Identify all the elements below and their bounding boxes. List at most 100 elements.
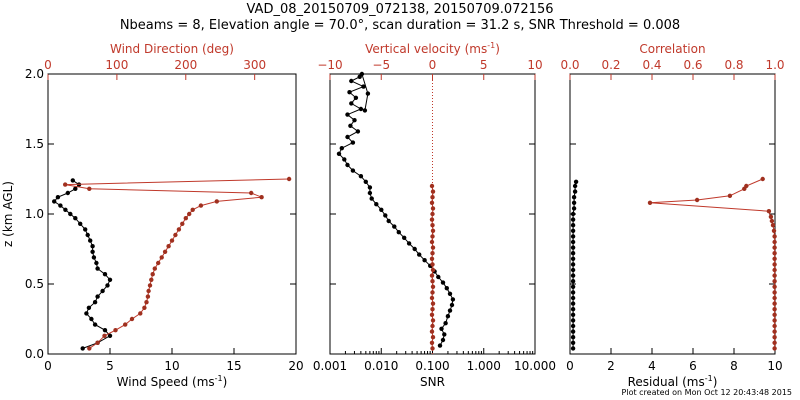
residual-residual-point [570,295,576,301]
snr-snr-point [443,321,448,326]
snr-snr-point [442,332,447,337]
wind-wind-direction-point [113,328,118,333]
snr-top-tick-label: −5 [372,58,390,72]
snr-snr-point [352,118,357,123]
snr-vertical-velocity-point [430,223,435,228]
wind-wind-direction-point [159,255,164,260]
snr-snr-point [402,235,407,240]
residual-bottom-axis-label-end: ) [713,375,718,389]
wind-wind-direction-point [198,203,204,208]
snr-top-axis-label-text: Vertical velocity (ms [365,42,487,56]
snr-snr-point [367,190,373,196]
residual-top-axis-label: Correlation [639,42,705,56]
wind-wind-direction-point [173,232,178,238]
snr-vertical-velocity-point [429,329,435,334]
residual-correlation-point [772,239,777,245]
wind-wind-speed-point [91,255,97,260]
wind-top-tick-label: 0 [44,58,52,72]
snr-snr-point [422,258,427,263]
residual-correlation-point [772,284,777,289]
wind-wind-speed-point [102,272,108,277]
snr-vertical-velocity-point [429,273,435,278]
wind-wind-direction-point [286,176,292,182]
wind-bottom-tick-label: 15 [226,359,241,373]
residual-correlation-point [772,335,777,340]
wind-wind-direction-line [65,178,290,349]
residual-residual-point [570,312,576,317]
wind-top-axis-label-text: Wind Direction (deg) [110,42,234,56]
snr-snr-point [386,218,391,224]
residual-bottom-tick-label: 6 [689,359,697,373]
residual-correlation-point [772,329,777,334]
wind-wind-direction-point [145,294,151,299]
snr-vertical-velocity-point [430,262,435,267]
wind-wind-speed-point [58,203,63,208]
snr-snr-point [362,108,368,113]
snr-vertical-velocity-point [430,290,435,295]
wind-wind-direction-point [146,288,151,294]
snr-snr-point [440,280,446,285]
wind-bottom-tick-label: 5 [106,359,114,373]
residual-residual-point [570,301,576,306]
wind-wind-speed-point [95,266,100,271]
wind-bottom-tick-label: 20 [288,359,303,373]
residual-residual-point [570,346,576,351]
wind-wind-direction-point [138,311,143,316]
wind-wind-direction-point [95,340,100,345]
wind-wind-direction-point [156,260,161,266]
snr-bottom-axis-label-text: SNR [420,375,445,389]
snr-top-axis-label-end: ) [495,42,500,56]
wind-bottom-tick-label: 10 [164,359,179,373]
residual-correlation-point [772,279,777,284]
snr-snr-point [349,101,354,106]
residual-residual-point [570,262,576,267]
snr-snr-point [361,84,366,89]
wind-y-tick-label: 0.5 [25,277,44,291]
residual-residual-point [570,323,576,329]
snr-snr-point [359,71,365,77]
snr-vertical-velocity-point [429,239,435,245]
residual-residual-point [571,206,577,211]
snr-snr-point [348,123,353,128]
snr-snr-point [439,326,444,331]
residual-correlation-point [772,301,777,306]
snr-snr-point [436,274,441,280]
residual-correlation-point [727,193,733,198]
wind-wind-direction-point [144,300,149,305]
residual-residual-point [570,234,576,239]
residual-top-axis-label-text: Correlation [639,42,705,56]
wind-wind-speed-point [89,316,94,322]
snr-vertical-velocity-point [430,284,436,289]
residual-bottom-tick-label: 10 [767,359,782,373]
residual-correlation-point [772,251,777,256]
figure-subtitle: Nbeams = 8, Elevation angle = 70.0°, sca… [119,18,681,33]
wind-wind-speed-point [55,195,61,200]
residual-residual-point [570,284,576,289]
snr-snr-point [363,179,368,184]
snr-snr-point [449,302,455,308]
residual-correlation-point [772,262,777,267]
snr-top-tick-label: −10 [317,58,342,72]
snr-snr-point [350,140,356,145]
snr-snr-point [417,252,422,257]
wind-bottom-axis-label-end: ) [223,375,228,389]
residual-correlation-line [649,178,776,349]
residual-residual-point [571,200,577,205]
residual-residual-point [570,267,576,273]
wind-wind-direction-point [123,322,128,327]
residual-correlation-point [772,295,777,301]
wind-y-tick-label: 2.0 [25,67,44,81]
residual-correlation-point [772,312,777,317]
residual-correlation-point [772,256,777,261]
wind-wind-speed-point [52,199,57,204]
wind-wind-direction-point [147,283,153,288]
residual-correlation-point [766,209,772,214]
wind-wind-direction-point [149,277,154,282]
snr-top-tick-label: 0 [429,58,437,72]
residual-correlation-point [772,273,777,278]
snr-snr-point [355,129,361,134]
residual-residual-point [570,211,576,217]
residual-correlation-point [768,214,774,219]
residual-residual-point [570,273,576,278]
